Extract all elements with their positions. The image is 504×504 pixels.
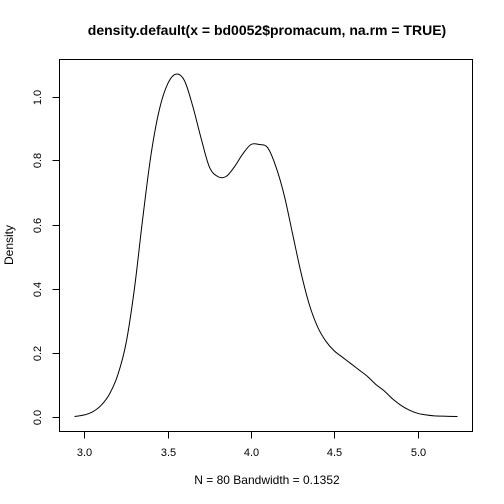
x-axis-label: N = 80 Bandwidth = 0.1352 (194, 473, 340, 487)
y-axis: 0.0 0.2 0.4 0.6 0.8 1.0 (32, 90, 60, 425)
x-tick-label: 4.0 (244, 447, 259, 459)
y-tick-label: 0.2 (32, 346, 44, 361)
x-axis: 3.0 3.5 4.0 4.5 5.0 (77, 432, 426, 460)
y-tick-label: 0.0 (32, 410, 44, 425)
x-tick-label: 4.5 (327, 447, 342, 459)
x-tick-label: 3.0 (77, 447, 92, 459)
density-curve (75, 74, 458, 416)
chart-title: density.default(x = bd0052$promacum, na.… (88, 22, 446, 38)
y-tick-label: 0.4 (32, 282, 44, 297)
x-tick-label: 3.5 (161, 447, 176, 459)
y-tick-label: 0.6 (32, 218, 44, 233)
plot-box (60, 60, 473, 432)
y-axis-label: Density (2, 225, 16, 265)
x-tick-label: 5.0 (411, 447, 426, 459)
y-tick-label: 1.0 (32, 90, 44, 105)
y-tick-label: 0.8 (32, 153, 44, 168)
